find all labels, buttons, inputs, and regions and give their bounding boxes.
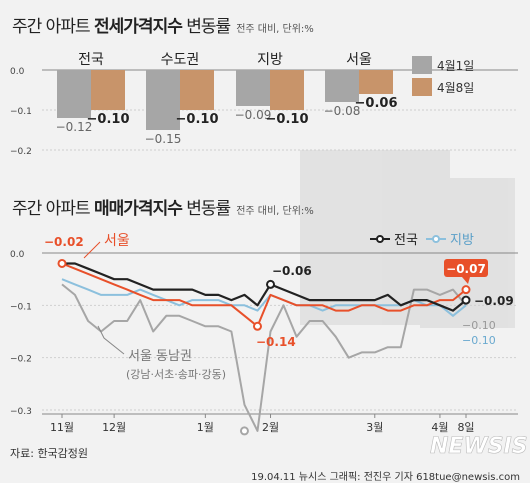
bottom-line-chart: −0.02 −0.14 −0.06 −0.07 −0.09 −0.10 −0.10 서울서울 … [44, 233, 514, 436]
top-title-suffix: 변동률 [181, 17, 231, 37]
bar-value-label: −0.09 [235, 108, 272, 122]
callout-label: −0.14 [256, 335, 296, 349]
legend-swatch [412, 78, 432, 96]
data-point [57, 258, 67, 268]
bottom-grid: 0.0 −0.1 −0.2 −0.3 11월 12월 1월 2월 3월 4월 8일 [10, 250, 518, 434]
y-tick-label: −0.3 [10, 407, 32, 417]
legend-label: 4월8일 [437, 81, 474, 95]
y-tick-label: −0.2 [10, 147, 32, 157]
bar [146, 70, 180, 130]
series-sublabel: (강남·서초·송파·강동) [126, 368, 226, 381]
top-title-prefix: 주간 아파트 [12, 17, 95, 37]
source-label: 자료: 한국감정원 [10, 447, 89, 460]
bottom-title-suffix: 변동률 [181, 199, 231, 219]
y-tick-label: −0.2 [10, 355, 32, 365]
leader-line [97, 325, 125, 355]
category-label: 서울 [346, 52, 372, 68]
bar [359, 70, 393, 94]
data-point [239, 426, 249, 436]
y-tick-label: 0.0 [10, 250, 25, 260]
y-tick-label: 0.0 [10, 67, 25, 77]
legend-marker [376, 235, 384, 243]
data-point [461, 285, 471, 295]
callout-badge-pointer [462, 277, 470, 284]
bottom-title-bold: 매매가격지수 [94, 199, 183, 219]
leader-line [83, 241, 101, 259]
legend-marker [432, 235, 440, 243]
bar-value-label: −0.08 [324, 104, 361, 118]
bar [325, 70, 359, 102]
series-line [62, 262, 467, 312]
y-tick-label: −0.1 [10, 107, 32, 117]
y-tick-label: −0.1 [10, 302, 32, 312]
x-tick-label: 4월 [431, 421, 448, 434]
series-label: 서울 [104, 233, 130, 249]
bottom-chart-title: 주간 아파트 매매가격지수 변동률 전주 대비, 단위:% [12, 194, 314, 219]
bottom-legend: 전국 지방 [370, 233, 474, 248]
callout-label: −0.09 [474, 294, 514, 308]
top-title-bold: 전세가격지수 [94, 17, 183, 37]
watermark: NEWSIS [430, 434, 528, 459]
top-chart-title: 주간 아파트 전세가격지수 변동률 전주 대비, 단위:% [12, 12, 314, 37]
bottom-title-prefix: 주간 아파트 [12, 199, 95, 219]
callout-label: −0.06 [272, 264, 312, 278]
x-tick-label: 2월 [262, 421, 279, 434]
bar [270, 70, 304, 110]
top-legend: 4월1일 4월8일 [412, 56, 474, 96]
legend-label: 4월1일 [437, 59, 474, 73]
bar-value-label: −0.10 [87, 112, 130, 127]
bottom-unit-label: 전주 대비, 단위:% [236, 206, 314, 217]
legend-swatch [412, 56, 432, 74]
series-label: 서울 동남권 [128, 349, 192, 364]
x-tick-label: 1월 [197, 421, 214, 434]
top-bar-chart: 전국−0.12−0.10수도권−0.15−0.10지방−0.09−0.10서울−… [56, 52, 398, 146]
series-line [61, 262, 467, 328]
bar [91, 70, 125, 110]
callout-label: −0.10 [462, 334, 496, 347]
bar-value-label: −0.10 [176, 112, 219, 127]
series-line [61, 283, 467, 432]
credit-label: 19.04.11 뉴시스 그래픽: 전진우 기자 618tue@newsis.c… [251, 472, 520, 483]
bar-value-label: −0.06 [355, 96, 398, 111]
x-tick-label: 11월 [50, 421, 74, 434]
top-unit-label: 전주 대비, 단위:% [236, 24, 314, 35]
data-point [252, 321, 262, 331]
callout-badge [444, 259, 488, 277]
callout-label: −0.10 [462, 319, 496, 332]
x-tick-label: 3월 [366, 421, 383, 434]
data-point [461, 295, 471, 305]
x-tick-label: 12월 [102, 421, 126, 434]
category-label: 지방 [257, 52, 283, 68]
bar-value-label: −0.15 [145, 132, 182, 146]
category-label: 전국 [78, 52, 104, 68]
bar [180, 70, 214, 110]
bar-value-label: −0.10 [266, 112, 309, 127]
bar-value-label: −0.12 [56, 120, 93, 134]
data-point [266, 279, 276, 289]
legend-label: 전국 [394, 233, 418, 248]
bar [57, 70, 91, 118]
category-label: 수도권 [161, 52, 200, 68]
bar [236, 70, 270, 106]
series-line [61, 278, 467, 317]
x-tick-label: 8일 [457, 420, 474, 434]
legend-label: 지방 [450, 233, 474, 248]
callout-label: −0.02 [44, 235, 84, 249]
callout-label: −0.07 [446, 262, 486, 276]
